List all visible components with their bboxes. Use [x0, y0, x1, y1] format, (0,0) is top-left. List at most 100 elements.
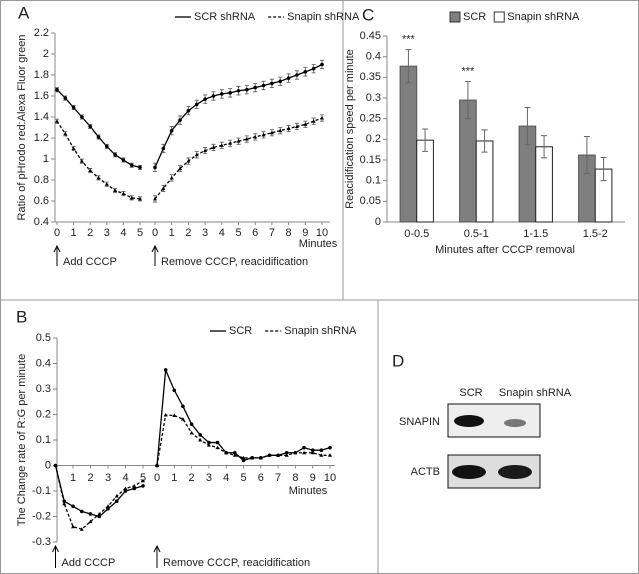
- marker: [206, 443, 211, 447]
- y-tick-label: 0.35: [360, 71, 381, 83]
- y-tick-label: 1.2: [34, 132, 49, 144]
- marker: [123, 486, 128, 490]
- marker: [241, 458, 246, 463]
- marker: [113, 153, 117, 157]
- marker: [198, 433, 203, 437]
- x-tick-label: 9: [302, 227, 308, 239]
- bar: [475, 140, 494, 223]
- y-tick-label: -0.2: [32, 510, 51, 522]
- marker: [181, 404, 185, 409]
- marker: [79, 159, 84, 163]
- x-tick-label: 3: [104, 227, 110, 239]
- marker: [269, 130, 274, 135]
- y-tick-label: 1.8: [34, 69, 49, 81]
- marker: [328, 453, 332, 457]
- y-tick-label: 0.15: [360, 154, 381, 166]
- x-tick-label: 5: [240, 472, 246, 484]
- marker: [138, 165, 142, 170]
- marker: [233, 450, 237, 455]
- marker: [302, 450, 307, 455]
- marker: [189, 422, 194, 426]
- marker: [215, 445, 220, 450]
- panel-label: D: [392, 351, 404, 370]
- marker: [161, 186, 166, 190]
- band: [498, 465, 532, 479]
- x-tick-label: 6: [258, 472, 264, 484]
- annotation: ***: [461, 65, 475, 77]
- error-bar: [405, 49, 412, 84]
- marker: [132, 486, 137, 491]
- marker: [138, 196, 142, 201]
- marker: [141, 484, 145, 488]
- row-label: SNAPIN: [399, 416, 440, 428]
- marker: [215, 440, 220, 445]
- marker: [186, 108, 191, 113]
- x-tick-label: 2: [189, 472, 195, 484]
- x-tick-label: 1: [70, 472, 76, 484]
- marker: [310, 448, 315, 453]
- marker: [250, 455, 255, 460]
- marker: [71, 146, 76, 150]
- marker: [253, 134, 258, 139]
- marker: [169, 128, 174, 133]
- marker: [71, 105, 76, 110]
- y-tick-label: 0.2: [36, 408, 51, 420]
- x-tick-label: 4: [122, 472, 128, 484]
- x-tick-label: 7: [269, 227, 275, 239]
- legend-swatch: [449, 11, 461, 23]
- marker: [63, 131, 68, 136]
- marker: [71, 504, 75, 509]
- y-tick-label: 0.3: [36, 383, 51, 395]
- marker: [278, 79, 283, 84]
- legend-label: SCR shRNA: [194, 11, 256, 23]
- x-tick-label: 2: [87, 227, 93, 239]
- marker: [114, 494, 119, 498]
- marker: [153, 196, 157, 201]
- marker: [286, 76, 291, 80]
- y-tick-label: 2: [43, 48, 49, 60]
- marker: [106, 504, 110, 508]
- marker: [310, 450, 315, 455]
- marker: [232, 453, 237, 457]
- marker: [261, 83, 266, 88]
- marker: [96, 175, 101, 180]
- arrow-head: [153, 544, 161, 553]
- x-tick-label: 1: [169, 227, 175, 239]
- y-tick-label: 0: [375, 216, 381, 228]
- marker: [284, 453, 289, 457]
- marker: [194, 152, 199, 157]
- legend-swatch: [493, 11, 505, 23]
- x-tick-label: 5: [235, 227, 241, 239]
- band: [452, 465, 486, 479]
- marker: [88, 168, 93, 173]
- x-tick-label: 4: [219, 227, 225, 239]
- legend-label: Snapin shRNA: [507, 11, 580, 23]
- marker: [141, 478, 145, 483]
- x-tick-label: 5: [140, 472, 146, 484]
- marker: [186, 159, 191, 163]
- y-tick-label: 0.25: [360, 113, 381, 125]
- x-axis-label: Minutes: [299, 238, 338, 250]
- marker: [153, 165, 157, 170]
- marker: [71, 524, 75, 529]
- x-tick-label: 0: [54, 227, 60, 239]
- y-tick-label: 2.2: [34, 27, 49, 39]
- y-tick-label: 0.1: [366, 175, 381, 187]
- y-tick-label: 0.05: [360, 195, 381, 207]
- marker: [270, 81, 274, 86]
- error-bar: [422, 128, 429, 152]
- y-tick-label: 0.1: [36, 434, 51, 446]
- arrow-head: [53, 244, 61, 253]
- bar: [399, 65, 418, 223]
- marker: [328, 445, 332, 450]
- annotation: ***: [402, 34, 416, 46]
- legend-label: Snapin shRNA: [284, 325, 357, 337]
- x-axis-label: Minutes: [289, 485, 328, 497]
- panel-label: A: [18, 3, 30, 22]
- y-tick-label: 0.45: [360, 30, 381, 42]
- marker: [53, 463, 58, 467]
- x-tick-label: 3: [105, 472, 111, 484]
- marker: [241, 455, 246, 460]
- x-tick-label: 9: [310, 472, 316, 484]
